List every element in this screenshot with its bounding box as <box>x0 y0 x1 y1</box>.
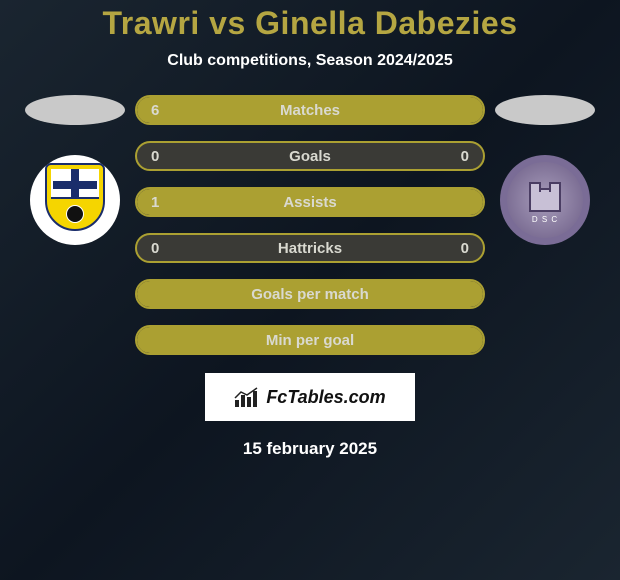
stat-left-value: 1 <box>151 194 159 211</box>
stats-area: 6 Matches 0 Goals 0 1 Assists 0 Hattricks 0 Goals … <box>0 95 620 355</box>
left-player-column <box>15 95 135 245</box>
stat-label: Matches <box>280 102 340 119</box>
left-club-badge <box>30 155 120 245</box>
stat-label: Assists <box>283 194 336 211</box>
right-player-column: D S C <box>485 95 605 245</box>
chart-icon <box>234 386 260 408</box>
subtitle: Club competitions, Season 2024/2025 <box>0 52 620 70</box>
page-title: Trawri vs Ginella Dabezies <box>0 5 620 42</box>
date-text: 15 february 2025 <box>0 439 620 459</box>
stat-bar: Goals per match <box>135 279 485 309</box>
branding-box[interactable]: FcTables.com <box>205 373 415 421</box>
stat-bar: 0 Goals 0 <box>135 141 485 171</box>
stat-left-value: 0 <box>151 240 159 257</box>
stat-label: Goals per match <box>251 286 369 303</box>
stat-right-value: 0 <box>461 240 469 257</box>
castle-icon: D S C <box>507 162 583 238</box>
left-player-placeholder <box>25 95 125 125</box>
stat-bar: 1 Assists <box>135 187 485 217</box>
stat-left-value: 6 <box>151 102 159 119</box>
stat-label: Hattricks <box>278 240 342 257</box>
stat-bar: 6 Matches <box>135 95 485 125</box>
right-player-placeholder <box>495 95 595 125</box>
branding-text: FcTables.com <box>266 387 385 408</box>
right-club-badge: D S C <box>500 155 590 245</box>
stat-bar: 0 Hattricks 0 <box>135 233 485 263</box>
stat-label: Min per goal <box>266 332 354 349</box>
infographic-container: Trawri vs Ginella Dabezies Club competit… <box>0 0 620 459</box>
stat-label: Goals <box>289 148 331 165</box>
stat-right-value: 0 <box>461 148 469 165</box>
stat-left-value: 0 <box>151 148 159 165</box>
shield-icon <box>40 163 110 238</box>
stat-bar: Min per goal <box>135 325 485 355</box>
stat-bars: 6 Matches 0 Goals 0 1 Assists 0 Hattricks 0 Goals … <box>135 95 485 355</box>
